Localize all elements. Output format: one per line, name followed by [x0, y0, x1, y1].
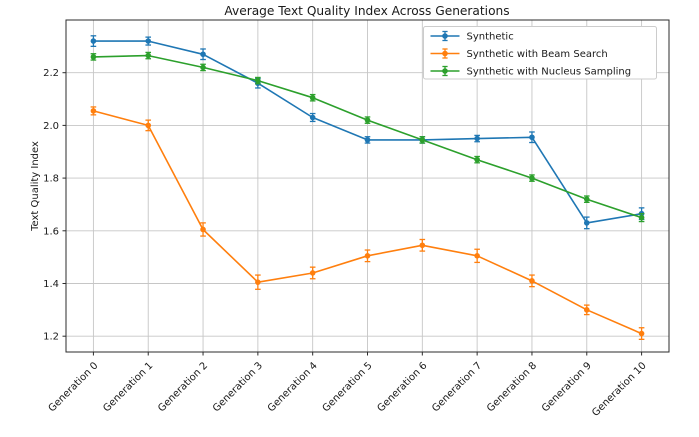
legend-item: Synthetic with Nucleus Sampling [430, 65, 632, 78]
data-point-marker [638, 214, 645, 221]
data-point-marker [583, 196, 590, 202]
y-tick-label: 1.8 [43, 174, 59, 185]
data-point-marker [90, 54, 97, 60]
y-tick-label: 1.2 [43, 332, 59, 343]
y-tick-label: 2.0 [43, 121, 59, 132]
x-tick-label: Generation 1 [101, 360, 155, 414]
data-point-marker [474, 156, 480, 163]
legend-box [423, 26, 657, 80]
data-point-marker [364, 137, 371, 143]
data-point-marker [145, 38, 152, 44]
data-point-marker [583, 307, 590, 313]
data-point-marker [474, 253, 480, 259]
legend-label: Synthetic with Beam Search [467, 49, 608, 60]
data-point-marker [419, 242, 426, 249]
y-axis: 1.2 1.4 1.6 1.8 2.0 2.2 [43, 68, 66, 343]
data-point-marker [638, 330, 645, 337]
x-tick-label: Generation 3 [211, 360, 265, 414]
data-point-marker [255, 279, 261, 285]
y-axis-label: Text Quality Index [30, 141, 41, 232]
data-point-marker [419, 137, 426, 143]
legend-item: Synthetic with Beam Search [430, 48, 608, 60]
data-point-marker [529, 134, 535, 141]
series-synthetic-with-beam-search [90, 106, 645, 341]
x-axis: Generation 0 Generation 1 Generation 2 Gene… [47, 352, 649, 419]
series-synthetic-with-nucleus-sampling [90, 51, 645, 223]
legend-item: Synthetic [430, 30, 514, 43]
x-tick-label: Generation 6 [375, 360, 429, 414]
data-point-marker [200, 226, 206, 233]
legend-marker-dot [442, 33, 448, 39]
y-tick-label: 1.4 [43, 279, 59, 290]
data-point-marker [529, 278, 535, 284]
legend-marker-dot [442, 68, 448, 74]
data-point-marker [200, 64, 206, 71]
legend-marker-dot [442, 50, 448, 57]
chart-title: Average Text Quality Index Across Genera… [224, 4, 509, 18]
legend-label: Synthetic [467, 32, 514, 43]
data-point-marker [90, 108, 97, 114]
x-tick-label: Generation 0 [47, 360, 101, 414]
data-point-marker [145, 122, 152, 129]
legend-label: Synthetic with Nucleus Sampling [467, 67, 632, 78]
y-tick-label: 1.6 [43, 226, 59, 237]
data-point-marker [309, 94, 316, 101]
x-tick-label: Generation 2 [156, 360, 210, 414]
data-point-marker [364, 117, 371, 123]
data-point-marker [255, 77, 261, 84]
legend: Synthetic Synthetic with Beam Search Synth… [423, 26, 657, 80]
x-tick-label: Generation 5 [321, 360, 375, 414]
data-point-marker [145, 52, 152, 59]
data-point-marker [529, 175, 535, 181]
data-point-marker [90, 38, 97, 44]
x-tick-label: Generation 10 [590, 360, 648, 418]
data-point-marker [364, 253, 371, 259]
data-point-marker [309, 114, 316, 121]
x-tick-label: Generation 7 [430, 360, 484, 414]
x-tick-label: Generation 8 [485, 360, 539, 414]
data-point-marker [309, 270, 316, 276]
y-tick-label: 2.2 [43, 68, 59, 79]
data-point-marker [583, 220, 590, 226]
plot-area: Generation 0 Generation 1 Generation 2 Gene… [43, 19, 670, 419]
x-tick-label: Generation 4 [266, 360, 320, 414]
x-tick-label: Generation 9 [540, 360, 594, 414]
data-point-marker [474, 135, 480, 142]
data-point-marker [200, 51, 206, 58]
